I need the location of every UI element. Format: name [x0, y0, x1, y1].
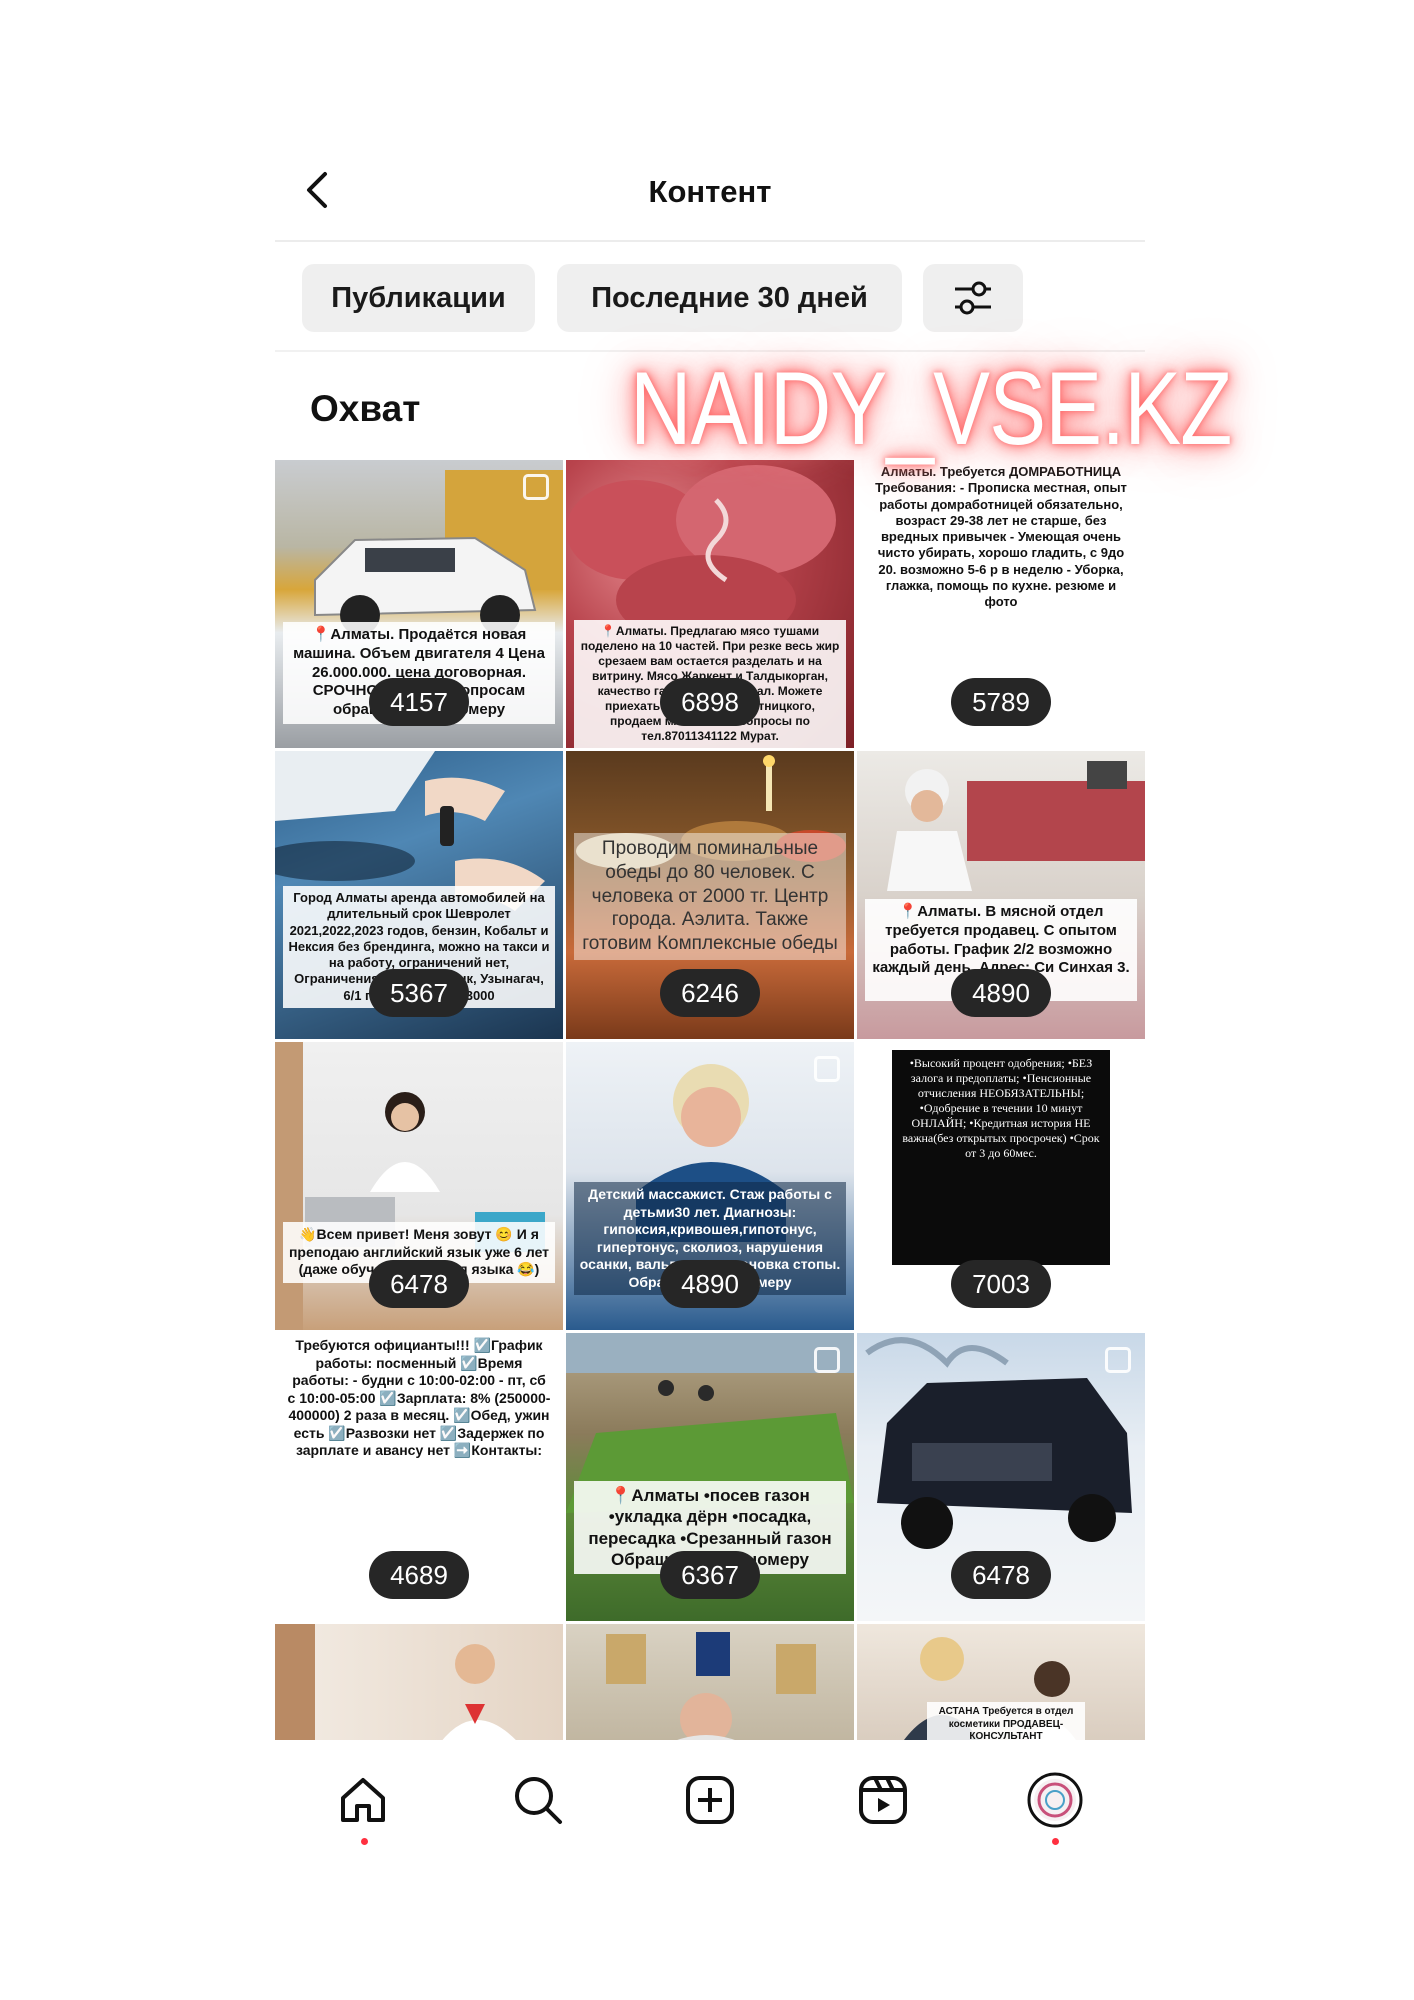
post-tile[interactable]: 📍Алматы. Предлагаю мясо тушами поделено … — [566, 460, 854, 748]
post-tile[interactable]: 📍Алматы. Продаётся новая машина. Объем д… — [275, 460, 563, 748]
post-tile[interactable]: 📍Алматы. В мясной отдел требуется продав… — [857, 751, 1145, 1039]
filter-settings-button[interactable] — [923, 264, 1023, 332]
post-caption: 👋Всем привет! Меня зовут 😊 И я преподаю … — [283, 1222, 555, 1283]
back-button[interactable] — [297, 168, 341, 212]
credit-ad-panel: •Высокий процент одобрения; •БЕЗ залога … — [892, 1050, 1110, 1265]
reach-count-badge: 5789 — [951, 678, 1051, 726]
reach-count-badge: 4890 — [951, 969, 1051, 1017]
post-tile[interactable] — [275, 1624, 563, 1750]
reach-count-badge: 6478 — [369, 1260, 469, 1308]
post-caption: Алматы. Требуется ДОМРАБОТНИЦА Требовани… — [875, 464, 1127, 609]
reach-count-badge: 7003 — [951, 1260, 1051, 1308]
post-caption: АСТАНА Требуется в отдел косметики ПРОДА… — [927, 1702, 1085, 1748]
butcher-photo — [887, 761, 1145, 891]
phone-screen: Контент Публикации Последние 30 дней Охв… — [275, 140, 1232, 1860]
post-tile[interactable]: АСТАНА Требуется в отдел косметики ПРОДА… — [857, 1624, 1145, 1750]
reels-icon — [859, 1776, 907, 1824]
posts-grid: 📍Алматы. Продаётся новая машина. Объем д… — [275, 460, 1145, 1912]
top-bar: Контент — [275, 140, 1145, 242]
post-tile[interactable]: Город Алматы аренда автомобилей на длите… — [275, 751, 563, 1039]
reach-count-badge: 4689 — [369, 1551, 469, 1599]
post-tile[interactable]: Требуются официанты!!! ☑️График работы: … — [275, 1333, 563, 1621]
search-icon — [515, 1777, 562, 1824]
filter-bar: Публикации Последние 30 дней — [275, 240, 1145, 352]
post-tile[interactable]: Проводим поминальные обеды до 80 человек… — [566, 751, 854, 1039]
post-caption: Проводим поминальные обеды до 80 человек… — [574, 833, 846, 960]
reach-count-badge: 6478 — [951, 1551, 1051, 1599]
post-caption: •Высокий процент одобрения; •БЕЗ залога … — [902, 1056, 1100, 1160]
car-keys-photo — [275, 751, 545, 911]
meat-photo — [566, 465, 836, 645]
create-icon — [686, 1776, 734, 1824]
car-photo — [314, 470, 563, 635]
brand-watermark: NAIDY_VSE.KZ — [630, 351, 1232, 467]
date-range-filter[interactable]: Последние 30 дней — [557, 264, 902, 332]
nav-profile[interactable] — [1027, 1772, 1083, 1828]
reach-count-badge: 6367 — [660, 1551, 760, 1599]
post-tile[interactable]: 6478 — [857, 1333, 1145, 1621]
reach-count-badge: 5367 — [369, 969, 469, 1017]
multi-post-icon — [814, 1347, 840, 1373]
multi-post-icon — [1105, 1347, 1131, 1373]
post-caption: 📍Алматы. Предлагаю мясо тушами поделено … — [574, 620, 846, 748]
multi-post-icon — [814, 1056, 840, 1082]
food-photo — [576, 755, 846, 869]
nav-home[interactable] — [335, 1772, 391, 1828]
bottom-nav — [275, 1740, 1145, 1850]
awards-photo — [606, 1632, 816, 1750]
nav-search[interactable] — [510, 1772, 566, 1828]
home-notification-dot — [361, 1838, 368, 1845]
post-tile[interactable]: Детский массажист. Стаж работы с детьми3… — [566, 1042, 854, 1330]
multi-post-icon — [523, 474, 549, 500]
post-caption: Требуются официанты!!! ☑️График работы: … — [287, 1337, 551, 1458]
post-tile[interactable]: •Высокий процент одобрения; •БЕЗ залога … — [857, 1042, 1145, 1330]
reach-count-badge: 4157 — [369, 678, 469, 726]
reach-count-badge: 6898 — [660, 678, 760, 726]
nav-reels[interactable] — [855, 1772, 911, 1828]
profile-avatar — [1027, 1772, 1083, 1828]
chef-photo — [275, 1624, 525, 1750]
post-tile[interactable]: Алматы. Требуется ДОМРАБОТНИЦА Требовани… — [857, 460, 1145, 748]
reach-count-badge: 6246 — [660, 969, 760, 1017]
content-type-filter[interactable]: Публикации — [302, 264, 535, 332]
post-tile[interactable]: 📍Алматы •посев газон •укладка дёрн •поса… — [566, 1333, 854, 1621]
post-caption: 📍Алматы. В мясной отдел требуется продав… — [865, 899, 1137, 1001]
post-tile[interactable]: 👋Всем привет! Меня зовут 😊 И я преподаю … — [275, 1042, 563, 1330]
reach-count-badge: 4890 — [660, 1260, 760, 1308]
home-icon — [341, 1778, 385, 1822]
page-title: Контент — [648, 174, 772, 209]
nav-create[interactable] — [682, 1772, 738, 1828]
profile-notification-dot — [1052, 1838, 1059, 1845]
reach-section-title: Охват — [310, 388, 421, 429]
suv-photo — [865, 1337, 1132, 1549]
sliders-icon — [955, 281, 991, 315]
post-tile[interactable] — [566, 1624, 854, 1750]
chevron-left-icon — [307, 172, 327, 208]
